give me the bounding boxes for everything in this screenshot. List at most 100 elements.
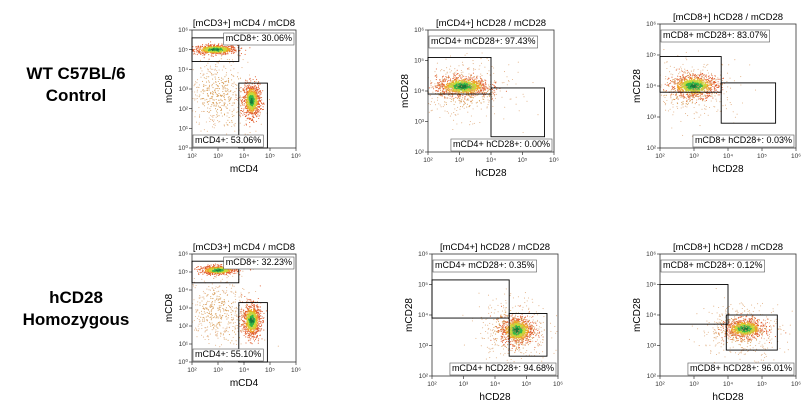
event-dot: [211, 52, 214, 54]
event-dot: [203, 73, 205, 75]
event-dot: [705, 86, 707, 88]
event-dot: [442, 86, 444, 88]
event-dot: [201, 70, 203, 72]
event-dot: [211, 55, 213, 57]
event-dot: [205, 121, 207, 123]
event-dot: [255, 115, 257, 117]
event-dot: [711, 79, 713, 81]
row-label-line1: WT C57BL/6: [26, 64, 126, 83]
event-dot: [249, 117, 251, 119]
event-dot: [216, 72, 219, 74]
event-dot: [235, 51, 237, 53]
event-dot: [230, 64, 232, 67]
event-dot: [246, 102, 248, 104]
event-dot: [665, 103, 667, 105]
event-dot: [220, 109, 222, 112]
event-dot: [207, 48, 209, 50]
event-dot: [672, 114, 674, 116]
event-dot: [244, 111, 246, 114]
event-dot: [699, 125, 701, 127]
event-dot: [433, 101, 435, 103]
event-dot: [253, 86, 255, 88]
event-dot: [695, 92, 697, 95]
event-dot: [226, 90, 228, 92]
event-dot: [695, 87, 697, 89]
event-dot: [691, 75, 693, 77]
event-dot: [198, 50, 200, 52]
event-dot: [447, 84, 449, 87]
event-dot: [494, 80, 496, 82]
event-dot: [224, 98, 226, 101]
event-dot: [677, 81, 679, 83]
event-dot: [702, 95, 704, 97]
event-dot: [465, 76, 467, 78]
event-dot: [706, 85, 708, 87]
event-dot: [717, 77, 719, 79]
event-dot: [699, 98, 701, 100]
event-dot: [243, 100, 245, 102]
event-dot: [249, 109, 251, 111]
event-dot: [715, 81, 717, 84]
event-dot: [677, 107, 679, 109]
event-dot: [250, 93, 253, 96]
event-dot: [198, 122, 200, 124]
event-dot: [462, 92, 464, 94]
event-dot: [709, 81, 711, 83]
event-dot: [437, 82, 439, 84]
event-dot: [489, 74, 491, 76]
event-dot: [682, 63, 684, 65]
event-dot: [709, 84, 711, 86]
event-dot: [472, 72, 474, 74]
event-dot: [677, 79, 679, 81]
event-dot: [202, 43, 204, 46]
event-dot: [457, 81, 460, 84]
event-dot: [250, 80, 252, 82]
event-dot: [257, 109, 259, 111]
event-dots: [191, 262, 279, 363]
event-dot: [719, 110, 721, 112]
event-dot: [212, 94, 214, 96]
event-dot: [447, 79, 449, 81]
event-dot: [702, 100, 704, 102]
event-dot: [692, 86, 695, 88]
event-dot: [431, 82, 433, 84]
event-dot: [246, 118, 248, 120]
event-dot: [443, 92, 445, 94]
event-dot: [690, 94, 692, 96]
event-dot: [704, 82, 706, 84]
event-dot: [253, 108, 255, 110]
event-dot: [692, 93, 694, 95]
event-dot: [466, 106, 468, 108]
event-dot: [686, 101, 688, 103]
event-dot: [467, 92, 469, 94]
event-dot: [251, 101, 253, 103]
event-dot: [198, 115, 201, 117]
event-dot: [678, 78, 680, 80]
event-dot: [221, 84, 223, 87]
event-dot: [218, 46, 221, 49]
event-dot: [249, 126, 251, 128]
event-dot: [235, 83, 237, 85]
event-dot: [705, 74, 707, 76]
event-dot: [210, 264, 212, 266]
event-dot: [255, 92, 257, 94]
event-dot: [704, 86, 706, 88]
event-dot: [248, 106, 251, 109]
event-dot: [248, 74, 251, 76]
event-dot: [433, 88, 435, 90]
event-dot: [209, 71, 211, 73]
event-dot: [231, 272, 233, 274]
event-dot: [209, 118, 212, 120]
event-dot: [245, 115, 247, 117]
event-dot: [219, 120, 221, 122]
event-dot: [209, 120, 211, 123]
event-dot: [691, 102, 693, 104]
event-dot: [506, 84, 508, 86]
event-dot: [216, 66, 218, 68]
event-dot: [706, 64, 708, 66]
event-dot: [219, 48, 222, 50]
event-dot: [216, 95, 218, 97]
event-dot: [460, 106, 462, 108]
event-dot: [707, 76, 709, 78]
